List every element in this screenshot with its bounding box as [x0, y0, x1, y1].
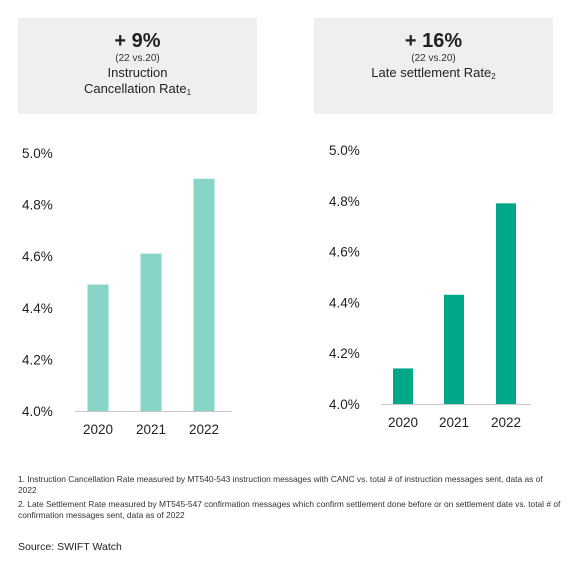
kpi-change-value: + 16% [404, 30, 463, 52]
kpi-period: (22 vs.20) [411, 53, 456, 64]
footnote-1: 1. Instruction Cancellation Rate measure… [18, 474, 543, 495]
y-tick-label: 4.8% [22, 198, 53, 213]
kpi-cancellation-rate: + 9% (22 vs.20) Instruction Cancellation… [18, 18, 257, 114]
x-tick-label: 2022 [189, 422, 219, 437]
kpi-label-text: Late settlement Rate [371, 65, 492, 80]
kpi-label-line1: Late settlement Rate2 [314, 65, 553, 81]
y-tick-label: 4.4% [22, 301, 53, 316]
x-tick-label: 2021 [439, 415, 469, 430]
y-tick-label: 4.4% [329, 295, 360, 310]
bar-2022 [496, 203, 516, 404]
kpi-period: (22 vs.20) [115, 53, 160, 64]
y-tick-label: 4.6% [329, 245, 360, 260]
late-settlement-rate-chart: 4.0% 4.2% 4.4% 4.6% 4.8% 5.0% 2020 2021 2022 [329, 143, 531, 430]
footnotes: 1. Instruction Cancellation Rate measure… [18, 474, 563, 524]
y-tick-label: 4.2% [22, 352, 53, 367]
x-tick-label: 2020 [83, 422, 113, 437]
footnote-ref: 1 [186, 88, 192, 97]
kpi-change-value: + 9% [114, 30, 161, 52]
bar-2020 [393, 368, 413, 404]
y-tick-label: 4.8% [329, 194, 360, 209]
x-tick-label: 2020 [388, 415, 418, 430]
source-note: Source: SWIFT Watch [18, 541, 122, 553]
y-tick-label: 4.0% [329, 397, 360, 412]
kpi-label-line1: Instruction [107, 65, 168, 80]
bar-2020 [87, 284, 109, 411]
x-tick-label: 2021 [136, 422, 166, 437]
kpi-late-settlement-rate: + 16% (22 vs.20) Late settlement Rate2 [314, 18, 553, 114]
y-tick-label: 4.2% [329, 346, 360, 361]
y-tick-label: 4.6% [22, 249, 53, 264]
footnote-ref: 2 [491, 72, 496, 81]
bar-2022 [193, 178, 215, 411]
cancellation-rate-chart: 4.0% 4.2% 4.4% 4.6% 4.8% 5.0% 2020 2021 2022 [22, 146, 232, 437]
x-tick-label: 2022 [491, 415, 521, 430]
bar-2021 [140, 253, 162, 411]
y-tick-label: 5.0% [329, 143, 360, 158]
kpi-label-text: Cancellation Rate [83, 81, 187, 96]
y-tick-label: 4.0% [22, 404, 53, 419]
footnote-2: 2. Late Settlement Rate measured by MT54… [18, 499, 561, 520]
kpi-label-line2: Cancellation Rate1 [18, 81, 257, 97]
bar-2021 [444, 294, 464, 404]
y-tick-label: 5.0% [22, 146, 53, 161]
